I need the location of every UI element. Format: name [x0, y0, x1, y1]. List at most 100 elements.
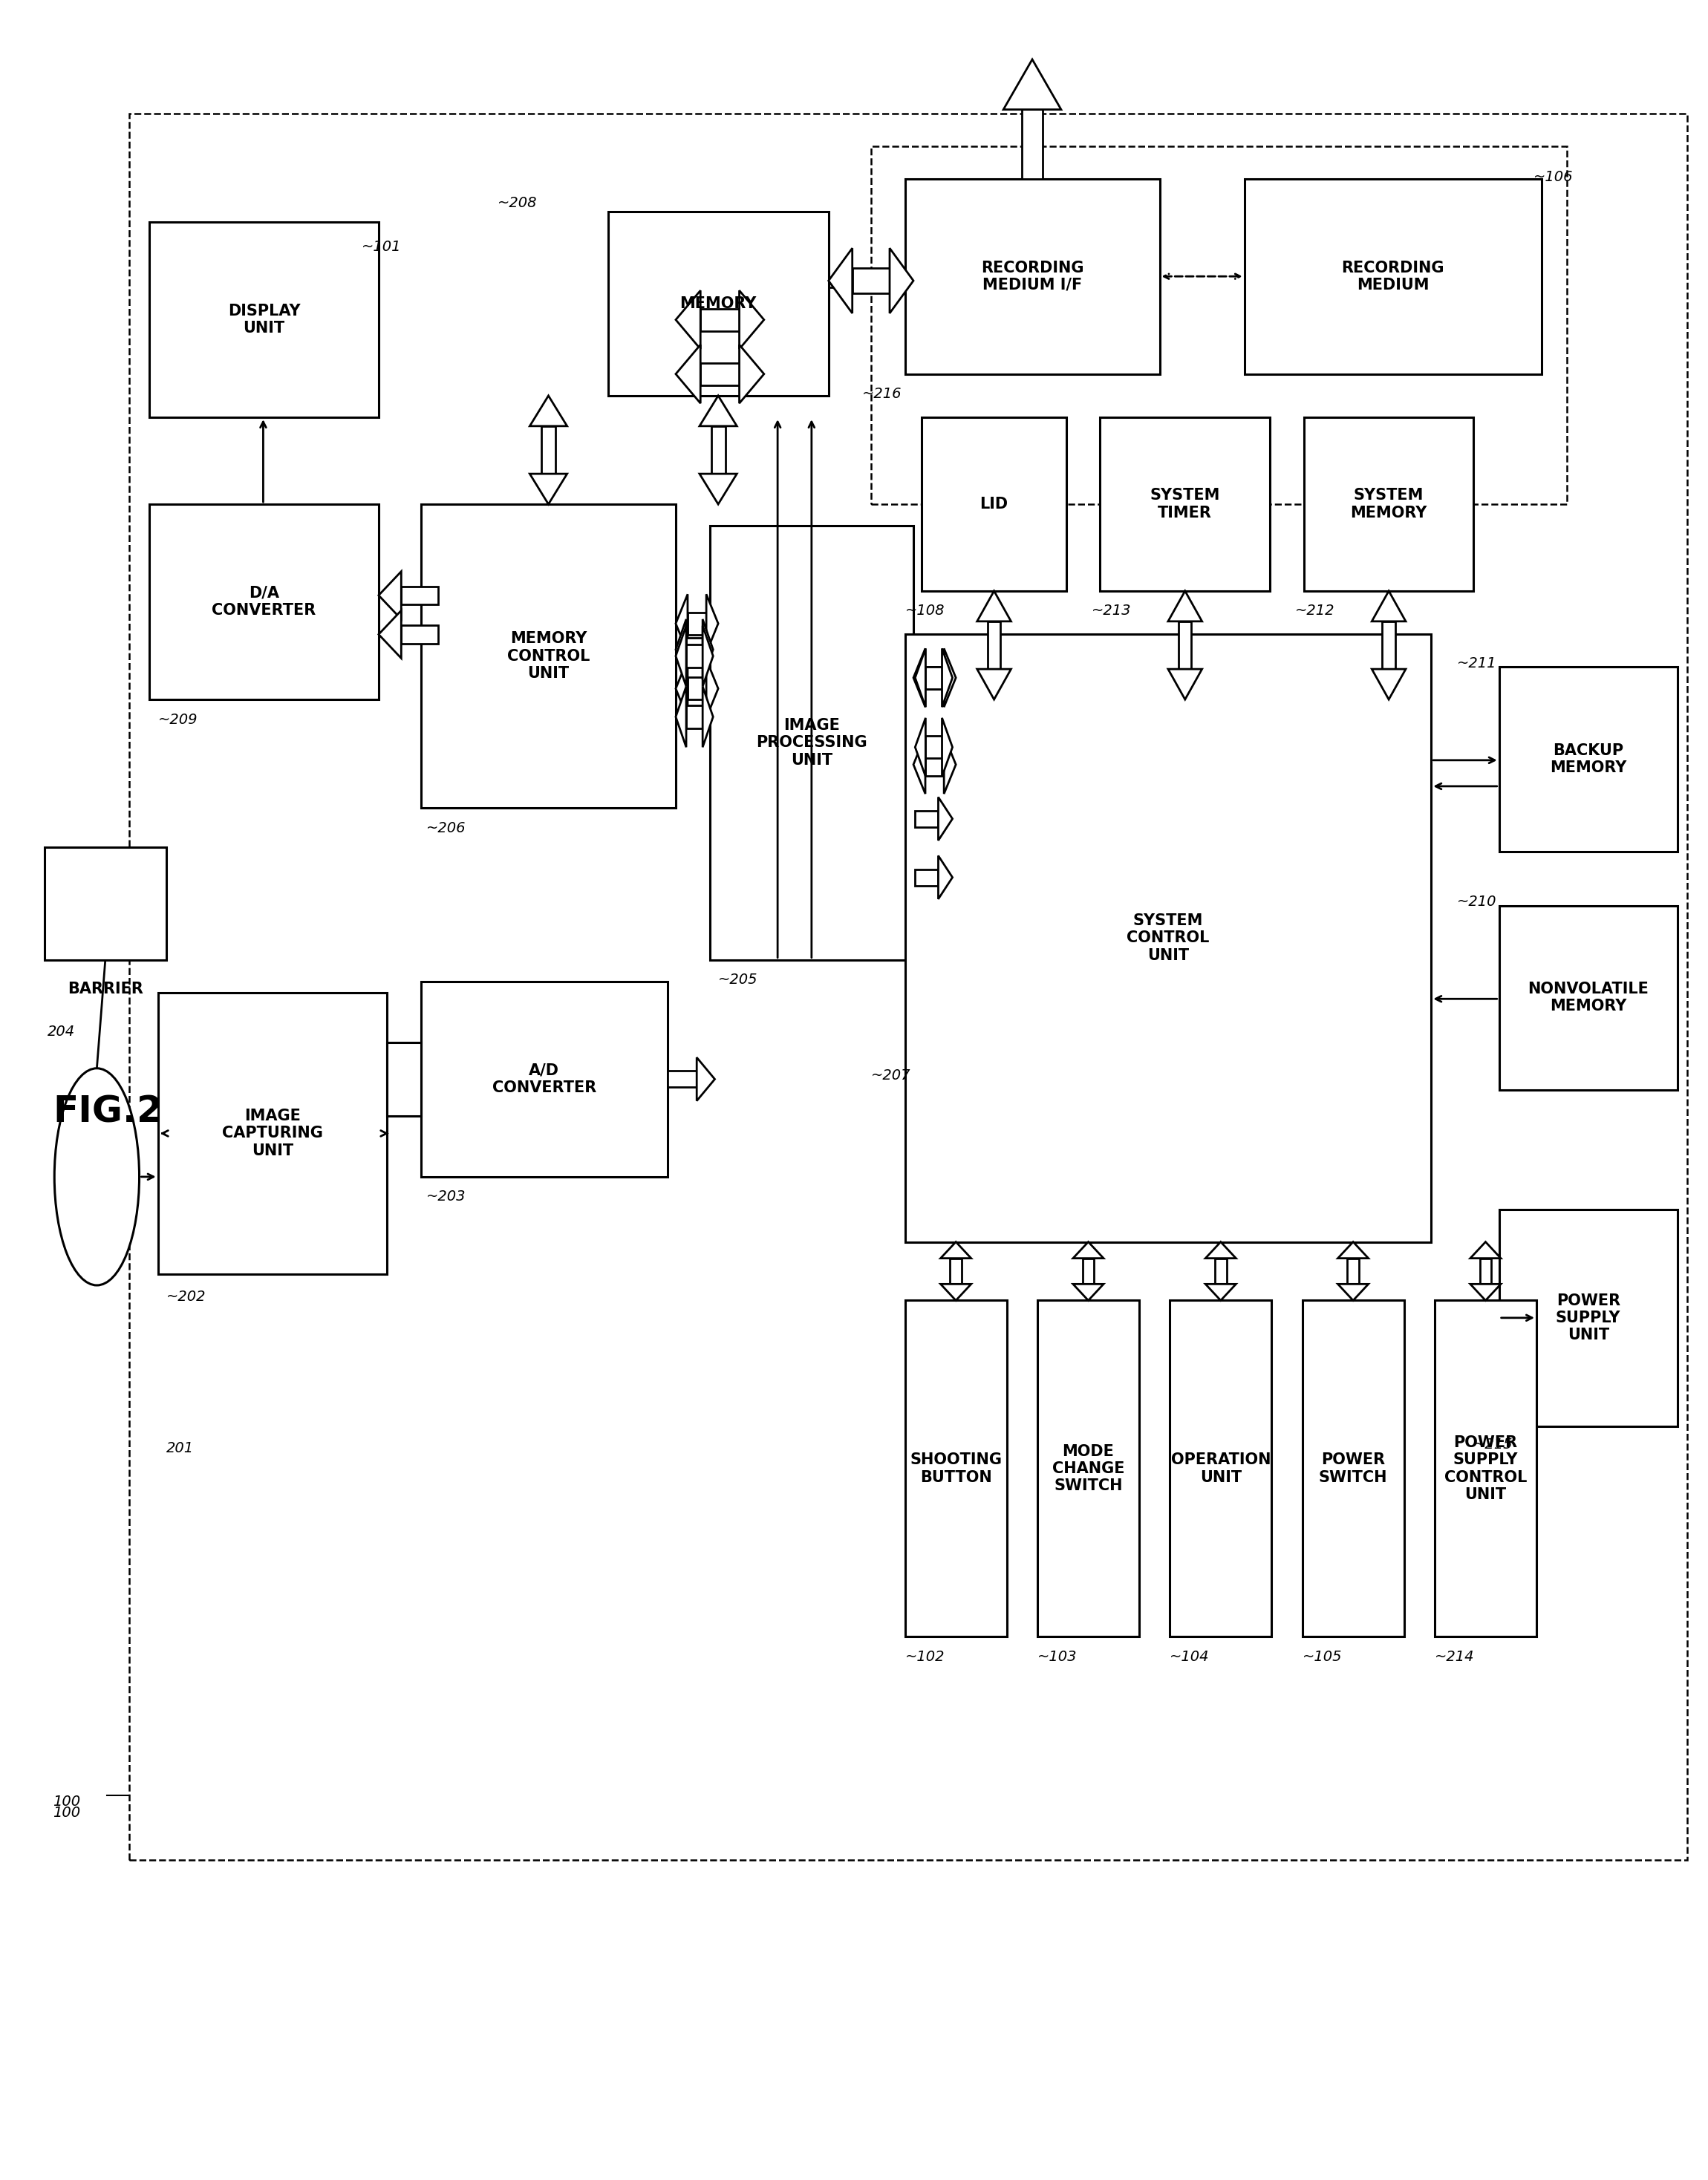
Bar — [905, 634, 1431, 1243]
Polygon shape — [1168, 669, 1202, 700]
Text: SYSTEM
MEMORY: SYSTEM MEMORY — [1351, 488, 1428, 521]
Bar — [422, 504, 676, 809]
Bar — [541, 425, 555, 473]
Bar — [700, 310, 740, 331]
Polygon shape — [379, 610, 401, 658]
Bar — [1021, 109, 1042, 179]
Bar — [1500, 905, 1677, 1090]
Text: BACKUP
MEMORY: BACKUP MEMORY — [1549, 743, 1626, 776]
Polygon shape — [676, 595, 688, 652]
Bar — [987, 621, 1001, 669]
Bar — [711, 525, 914, 959]
Bar — [926, 667, 945, 689]
Polygon shape — [1372, 669, 1406, 700]
Text: ~212: ~212 — [1295, 604, 1336, 619]
Polygon shape — [938, 798, 953, 841]
Polygon shape — [702, 626, 714, 687]
Bar — [668, 1070, 697, 1088]
Bar — [688, 678, 707, 700]
Bar — [44, 848, 166, 959]
Polygon shape — [890, 249, 914, 314]
Polygon shape — [676, 290, 700, 349]
Text: MEMORY: MEMORY — [680, 296, 757, 312]
Polygon shape — [914, 735, 926, 794]
Bar — [1500, 1210, 1677, 1426]
Polygon shape — [702, 619, 714, 680]
Polygon shape — [977, 669, 1011, 700]
Bar — [608, 211, 828, 397]
Polygon shape — [700, 473, 736, 504]
Polygon shape — [700, 397, 736, 425]
Bar — [422, 981, 668, 1177]
Text: MEMORY
CONTROL
UNIT: MEMORY CONTROL UNIT — [507, 632, 589, 680]
Polygon shape — [379, 571, 401, 619]
Polygon shape — [707, 595, 717, 652]
Text: ~216: ~216 — [863, 388, 902, 401]
Polygon shape — [977, 591, 1011, 621]
Text: SYSTEM
TIMER: SYSTEM TIMER — [1149, 488, 1220, 521]
Bar — [1037, 1301, 1139, 1637]
Polygon shape — [1073, 1243, 1103, 1258]
Polygon shape — [941, 1284, 972, 1301]
Bar — [700, 362, 740, 386]
Bar — [1214, 1258, 1226, 1284]
Bar — [1500, 667, 1677, 852]
Bar — [926, 667, 943, 689]
Polygon shape — [1003, 59, 1061, 109]
Text: SHOOTING
BUTTON: SHOOTING BUTTON — [910, 1452, 1003, 1485]
Text: ~215: ~215 — [1474, 1437, 1513, 1452]
Bar — [687, 706, 702, 728]
Polygon shape — [943, 647, 953, 706]
Polygon shape — [1372, 591, 1406, 621]
Text: 201: 201 — [166, 1441, 195, 1456]
Bar — [905, 1301, 1006, 1637]
Text: POWER
SUPPLY
UNIT: POWER SUPPLY UNIT — [1556, 1293, 1621, 1343]
Text: ~108: ~108 — [905, 604, 945, 619]
Polygon shape — [707, 658, 717, 717]
Bar — [687, 639, 702, 661]
Text: D/A
CONVERTER: D/A CONVERTER — [212, 586, 316, 617]
Text: FIG.2: FIG.2 — [53, 1094, 162, 1129]
Polygon shape — [1206, 1284, 1237, 1301]
Polygon shape — [1337, 1243, 1368, 1258]
Bar — [711, 425, 726, 473]
Text: ~103: ~103 — [1037, 1650, 1078, 1663]
Ellipse shape — [55, 1068, 140, 1286]
Text: 204: 204 — [48, 1025, 75, 1040]
Polygon shape — [702, 687, 714, 748]
Polygon shape — [697, 1057, 714, 1101]
Bar — [926, 754, 945, 776]
Text: ~209: ~209 — [157, 713, 198, 726]
Bar — [905, 179, 1160, 375]
Bar — [401, 586, 437, 604]
Text: ~203: ~203 — [427, 1190, 466, 1203]
Polygon shape — [941, 1243, 972, 1258]
Bar — [1179, 621, 1192, 669]
Text: ~105: ~105 — [1301, 1650, 1342, 1663]
Polygon shape — [529, 397, 567, 425]
Text: ~202: ~202 — [166, 1291, 207, 1304]
Text: IMAGE
CAPTURING
UNIT: IMAGE CAPTURING UNIT — [222, 1110, 323, 1158]
Bar — [388, 1042, 422, 1116]
Polygon shape — [915, 647, 926, 706]
Bar — [922, 416, 1066, 591]
Text: ~207: ~207 — [871, 1068, 910, 1083]
Text: POWER
SWITCH: POWER SWITCH — [1319, 1452, 1387, 1485]
Text: ~208: ~208 — [497, 196, 538, 209]
Polygon shape — [676, 626, 687, 687]
Bar — [871, 146, 1566, 504]
Text: MODE
CHANGE
SWITCH: MODE CHANGE SWITCH — [1052, 1443, 1124, 1493]
Polygon shape — [915, 717, 926, 776]
Bar — [1170, 1301, 1272, 1637]
Text: SYSTEM
CONTROL
UNIT: SYSTEM CONTROL UNIT — [1127, 913, 1209, 964]
Bar — [852, 268, 890, 292]
Bar — [950, 1258, 962, 1284]
Polygon shape — [945, 647, 956, 706]
Text: ~214: ~214 — [1435, 1650, 1474, 1663]
Text: RECORDING
MEDIUM: RECORDING MEDIUM — [1341, 259, 1445, 292]
Text: A/D
CONVERTER: A/D CONVERTER — [492, 1064, 596, 1094]
Text: ~211: ~211 — [1457, 656, 1496, 669]
Polygon shape — [676, 344, 700, 403]
Polygon shape — [1073, 1284, 1103, 1301]
Bar — [1301, 1301, 1404, 1637]
